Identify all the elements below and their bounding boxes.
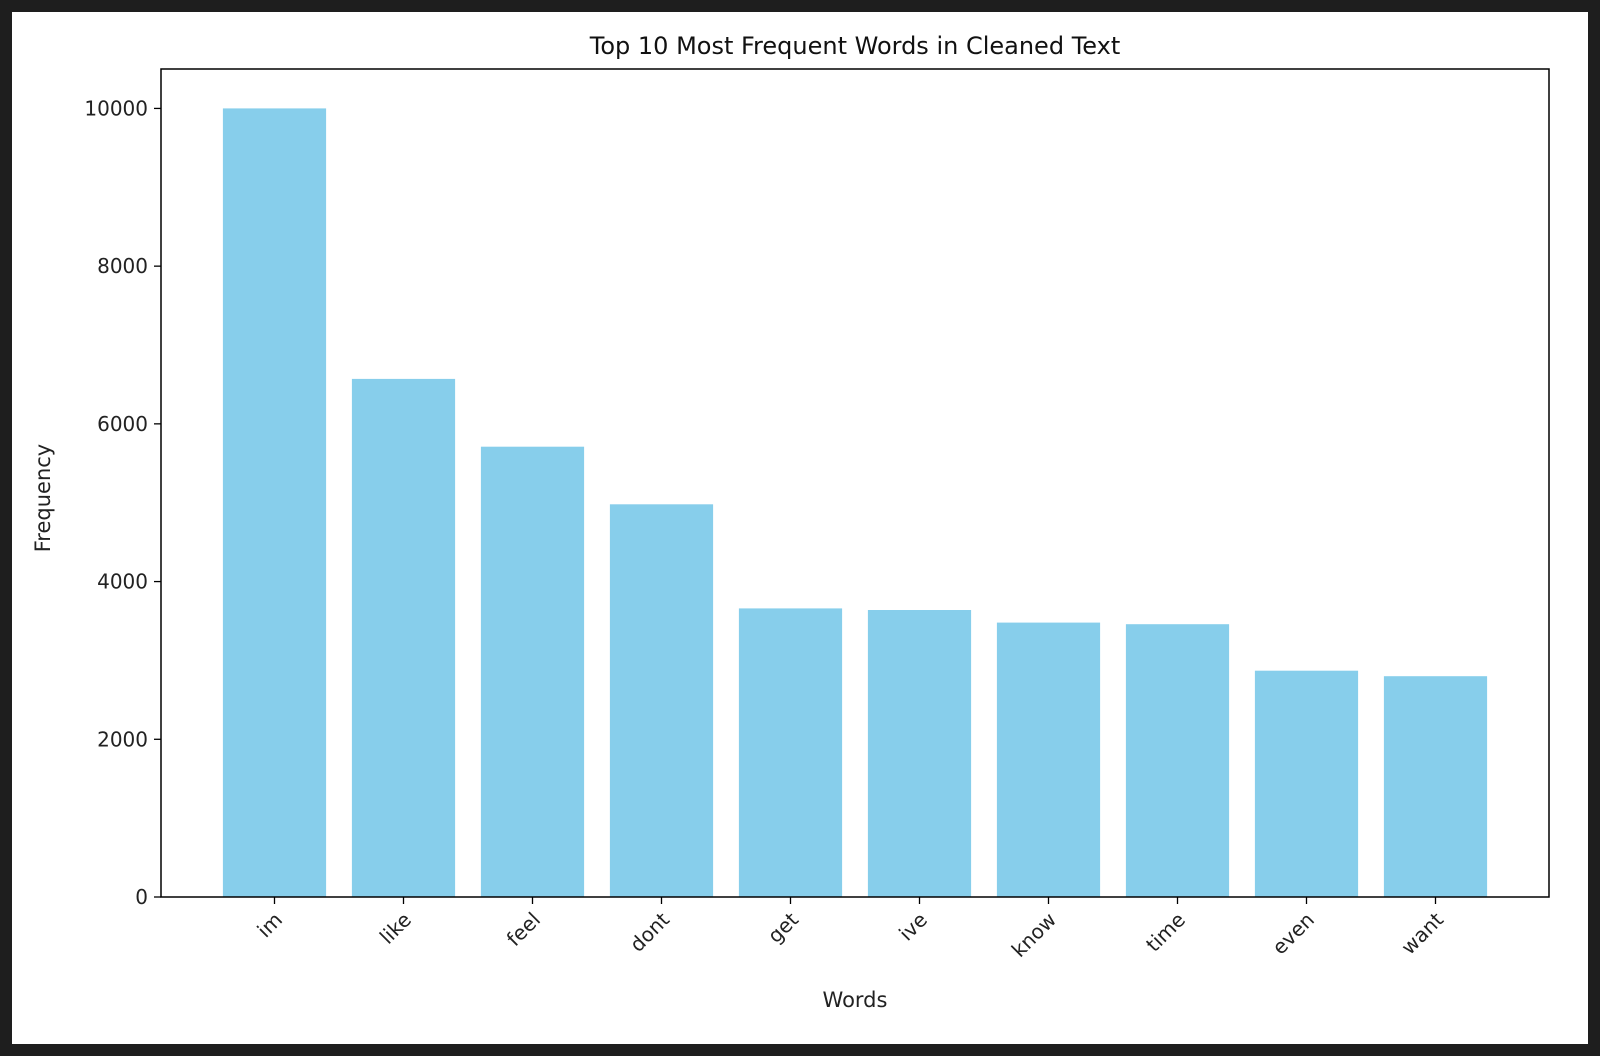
chart-figure: Top 10 Most Frequent Words in Cleaned Te…: [12, 12, 1588, 1044]
bar-feel: [480, 446, 585, 897]
bar-time: [1125, 624, 1230, 897]
bar-get: [738, 608, 843, 897]
bar-even: [1254, 670, 1359, 897]
y-axis-ticks: 0 2000 4000 6000 8000 10000: [84, 96, 161, 909]
y-tick-label: 10000: [84, 96, 148, 120]
bar-know: [996, 622, 1101, 897]
plot-area-frame: [160, 68, 1550, 898]
x-tick-label: feel: [502, 908, 545, 951]
bars-group: [222, 108, 1488, 897]
chart-title: Top 10 Most Frequent Words in Cleaned Te…: [589, 32, 1120, 60]
bar-ive: [867, 610, 972, 897]
x-tick-label: know: [1007, 908, 1061, 962]
y-tick-label: 6000: [97, 412, 148, 436]
x-tick-label: like: [375, 908, 416, 949]
x-axis-label: Words: [823, 988, 888, 1012]
x-axis-ticks: im like feel dont get ive know time even want: [252, 897, 1448, 962]
bar-want: [1383, 676, 1488, 897]
x-tick-label: im: [252, 908, 287, 943]
y-tick-label: 0: [135, 885, 148, 909]
y-tick-label: 2000: [97, 727, 148, 751]
bar-chart: Top 10 Most Frequent Words in Cleaned Te…: [31, 32, 1550, 1012]
bar-like: [351, 378, 456, 897]
x-tick-label: ive: [894, 908, 932, 946]
x-tick-label: even: [1267, 908, 1319, 960]
y-tick-label: 8000: [97, 254, 148, 278]
x-tick-label: want: [1396, 907, 1448, 959]
y-tick-label: 4000: [97, 570, 148, 594]
x-tick-label: get: [763, 907, 803, 947]
x-tick-label: dont: [625, 907, 674, 956]
bar-dont: [609, 504, 714, 897]
bar-im: [222, 108, 327, 897]
y-axis-label: Frequency: [31, 444, 55, 553]
x-tick-label: time: [1141, 908, 1190, 957]
